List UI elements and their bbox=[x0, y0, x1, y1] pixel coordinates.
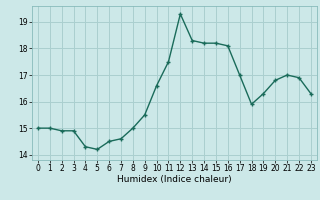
X-axis label: Humidex (Indice chaleur): Humidex (Indice chaleur) bbox=[117, 175, 232, 184]
